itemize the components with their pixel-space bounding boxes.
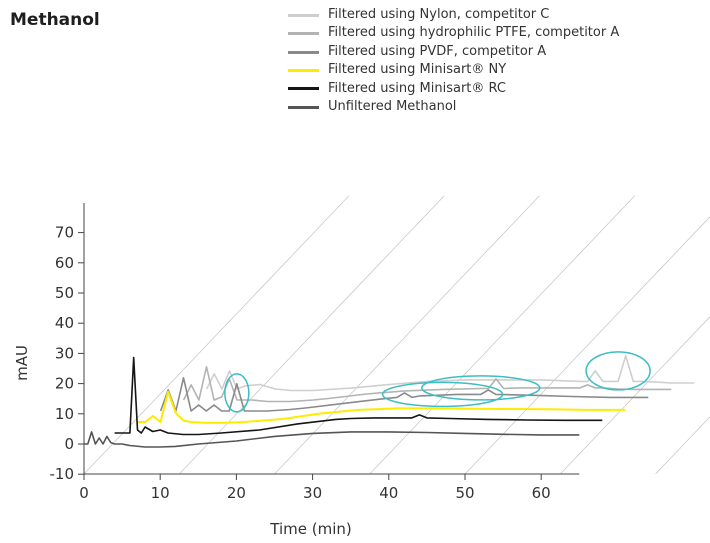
highlight-annotations — [224, 351, 651, 413]
x-tick-label: 40 — [379, 484, 398, 502]
x-tick-label: 0 — [79, 484, 89, 502]
depth-guide-line — [178, 195, 445, 475]
y-tick-label: 20 — [55, 375, 74, 393]
legend-swatch — [288, 32, 319, 36]
x-tick-label: 30 — [303, 484, 322, 502]
y-tick-label: 60 — [55, 254, 74, 272]
highlight-ellipse — [224, 373, 250, 413]
highlight-ellipse — [381, 381, 504, 408]
y-tick-label: -10 — [50, 465, 75, 483]
series-line-filtered-using-minisart-rc — [114, 356, 603, 436]
legend-label: Filtered using hydrophilic PTFE, competi… — [328, 25, 620, 41]
depth-guide-line — [274, 195, 540, 475]
legend-swatch — [288, 13, 319, 17]
x-axis-label: Time (min) — [269, 520, 351, 538]
chart-legend: Filtered using Nylon, competitor C Filte… — [288, 6, 619, 116]
series-line-filtered-using-pvdf-competitor-a — [159, 377, 649, 412]
legend-label: Filtered using Minisart® NY — [328, 62, 507, 78]
legend-label: Filtered using Minisart® RC — [328, 80, 506, 96]
depth-guide-line — [559, 316, 710, 475]
depth-guide-line — [464, 216, 710, 475]
series-line-unfiltered-methanol — [84, 431, 580, 448]
legend-swatch — [288, 50, 319, 54]
legend-item-unfiltered-methanol: Unfiltered Methanol — [288, 98, 619, 116]
legend-swatch — [288, 68, 319, 72]
legend-item-minisart-rc: Filtered using Minisart® RC — [288, 80, 619, 98]
legend-item-minisart-ny: Filtered using Minisart® NY — [288, 61, 619, 79]
depth-guide-line — [83, 195, 350, 475]
x-tick-label: 10 — [151, 484, 170, 502]
legend-item-nylon-competitor-c: Filtered using Nylon, competitor C — [288, 6, 619, 24]
y-tick-label: 0 — [64, 435, 74, 453]
legend-item-pvdf-competitor-a: Filtered using PVDF, competitor A — [288, 43, 619, 61]
y-tick-label: 30 — [55, 344, 74, 362]
depth-guide-lines — [83, 195, 710, 475]
legend-label: Unfiltered Methanol — [328, 99, 457, 115]
highlight-ellipse — [421, 375, 541, 401]
legend-swatch — [288, 87, 319, 91]
y-axis-label: mAU — [13, 345, 31, 381]
y-tick-label: 40 — [55, 314, 74, 332]
chart-title: Methanol — [10, 10, 100, 30]
legend-swatch — [288, 105, 319, 109]
series-line-filtered-using-minisart-ny — [137, 390, 626, 424]
depth-guide-line — [369, 195, 636, 475]
x-tick-label: 50 — [455, 484, 474, 502]
legend-item-ptfe-competitor-a: Filtered using hydrophilic PTFE, competi… — [288, 24, 619, 42]
x-tick-label: 20 — [227, 484, 246, 502]
series-line-filtered-using-nylon-competitor-c — [205, 355, 695, 392]
y-tick-label: 70 — [55, 224, 74, 242]
y-tick-label: 50 — [55, 284, 74, 302]
legend-label: Filtered using PVDF, competitor A — [328, 43, 547, 59]
highlight-ellipse — [585, 351, 651, 391]
legend-label: Filtered using Nylon, competitor C — [328, 7, 550, 22]
x-tick-label: 60 — [532, 484, 551, 502]
series-traces — [84, 355, 695, 448]
y-tick-label: 10 — [55, 405, 74, 423]
depth-guide-line — [655, 416, 710, 475]
